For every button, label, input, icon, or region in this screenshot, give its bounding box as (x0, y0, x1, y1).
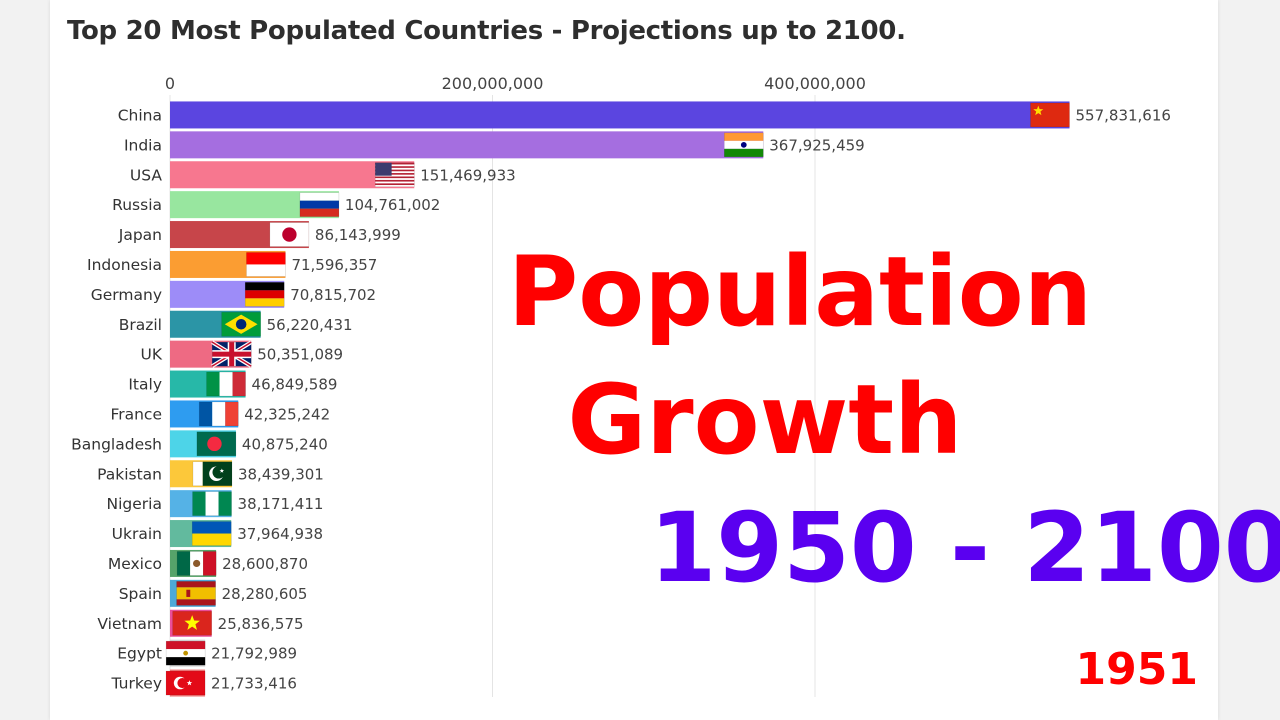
x-tick-label: 0 (165, 74, 175, 93)
bar (170, 161, 415, 189)
uk-flag (211, 340, 253, 368)
category-label: Spain (119, 585, 162, 603)
category-label: France (110, 405, 162, 423)
category-label: Ukrain (112, 525, 162, 543)
india-flag (723, 132, 764, 158)
category-label: Bangladesh (71, 435, 162, 453)
overlay-title-line1: Population (507, 236, 1093, 348)
value-label: 86,143,999 (315, 226, 401, 244)
germany-flag (244, 282, 285, 307)
russia-flag (299, 192, 340, 217)
category-label: Germany (91, 286, 162, 304)
category-label: Brazil (119, 316, 162, 334)
pakistan-flag (192, 461, 233, 487)
category-label: India (124, 136, 162, 154)
france-flag (198, 401, 239, 427)
category-label: Italy (128, 376, 162, 394)
mexico-flag (176, 551, 217, 576)
value-label: 37,964,938 (237, 525, 323, 543)
value-label: 40,875,240 (242, 435, 328, 453)
japan-flag (269, 222, 310, 247)
value-label: 367,925,459 (769, 136, 864, 154)
value-label: 38,439,301 (238, 465, 324, 483)
category-label: Japan (118, 226, 162, 244)
value-label: 21,733,416 (211, 675, 297, 693)
category-label: Indonesia (87, 256, 162, 274)
brazil-flag (221, 311, 261, 337)
ukraine-flag (191, 521, 232, 546)
category-label: Nigeria (107, 495, 162, 513)
nigeria-flag (192, 491, 232, 516)
egypt-flag (165, 640, 206, 666)
value-label: 21,792,989 (211, 645, 297, 663)
value-label: 46,849,589 (252, 376, 338, 394)
china-flag (1030, 102, 1070, 128)
category-label: Egypt (117, 645, 162, 663)
category-label: Turkey (111, 675, 162, 693)
bangladesh-flag (196, 431, 237, 457)
value-label: 104,761,002 (345, 196, 440, 214)
value-label: 28,600,870 (222, 555, 308, 573)
overlay-title-line2: Growth (567, 364, 963, 476)
value-label: 70,815,702 (290, 286, 376, 304)
x-tick-label: 200,000,000 (442, 74, 544, 93)
category-label: USA (130, 166, 162, 184)
vietnam-flag (172, 610, 212, 636)
usa-flag (374, 162, 415, 188)
year-label: 1951 (1075, 644, 1198, 695)
value-label: 28,280,605 (222, 585, 308, 603)
x-tick-label: 400,000,000 (764, 74, 866, 93)
bar (170, 131, 764, 159)
indonesia-flag (246, 252, 286, 277)
italy-flag (206, 371, 246, 397)
value-label: 151,469,933 (420, 166, 515, 184)
value-label: 25,836,575 (218, 615, 304, 633)
value-label: 557,831,616 (1076, 106, 1171, 124)
category-label: China (118, 106, 162, 124)
chart-title: Top 20 Most Populated Countries - Projec… (67, 16, 906, 46)
value-label: 71,596,357 (291, 256, 377, 274)
value-label: 56,220,431 (267, 316, 353, 334)
category-label: Vietnam (97, 615, 162, 633)
bar (170, 101, 1070, 129)
value-label: 50,351,089 (257, 346, 343, 364)
category-label: Mexico (108, 555, 162, 573)
category-label: Pakistan (97, 465, 162, 483)
category-label: Russia (112, 196, 162, 214)
spain-flag (176, 581, 216, 606)
turkey-flag (165, 670, 206, 696)
overlay-title-line3: 1950 - 2100 (649, 492, 1280, 604)
category-label: UK (140, 346, 162, 364)
value-label: 42,325,242 (244, 405, 330, 423)
value-label: 38,171,411 (238, 495, 324, 513)
